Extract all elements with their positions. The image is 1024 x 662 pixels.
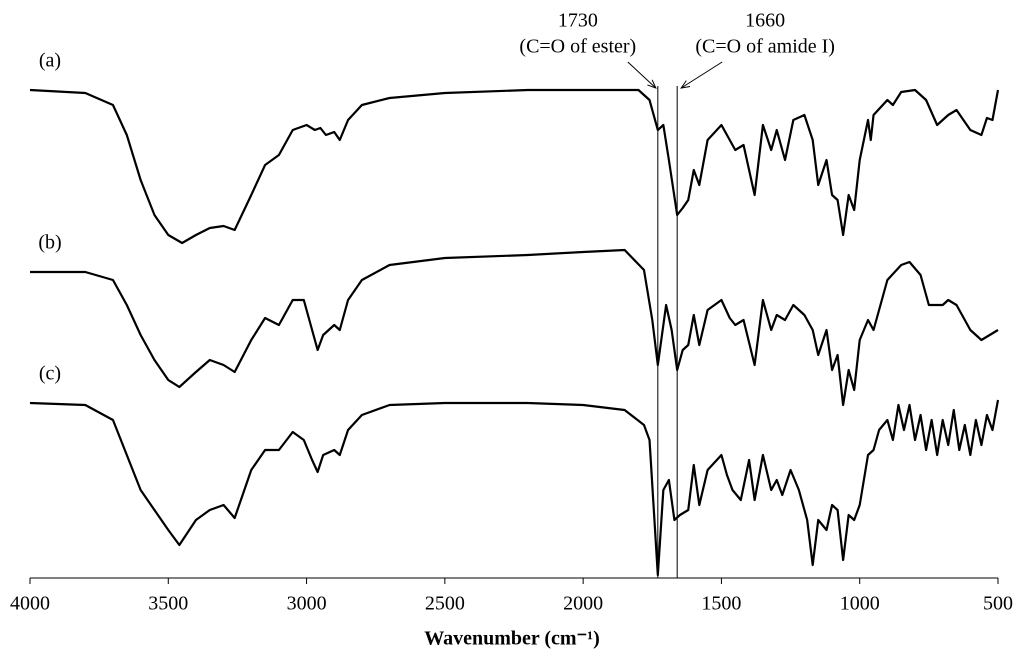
annotation-text: (C=O of amide I) xyxy=(695,36,835,58)
x-tick-label: 1000 xyxy=(840,593,880,615)
x-tick-label: 3500 xyxy=(148,593,188,615)
annotation-text: (C=O of ester) xyxy=(519,36,636,58)
annotation-label: 1660 xyxy=(745,10,785,32)
series-label: (b) xyxy=(38,232,61,254)
x-tick-label: 1500 xyxy=(701,593,741,615)
arrow-head xyxy=(680,80,691,89)
annotation-arrow xyxy=(627,61,657,89)
spectrum-line xyxy=(29,399,1000,577)
x-tick-label: 500 xyxy=(983,593,1013,615)
x-tick-label: 3000 xyxy=(287,593,327,615)
annotation-label: 1730 xyxy=(558,10,598,32)
x-tick-label: 4000 xyxy=(10,593,50,615)
series-label: (c) xyxy=(39,363,61,385)
spectrum-line xyxy=(30,248,999,407)
arrow-head xyxy=(647,79,657,89)
annotation-arrow xyxy=(680,61,723,89)
x-tick-label: 2500 xyxy=(425,593,465,615)
series-label: (a) xyxy=(39,50,61,72)
x-axis-label: Wavenumber (cm⁻¹) xyxy=(424,628,600,650)
x-tick-label: 2000 xyxy=(563,593,603,615)
spectrum-line xyxy=(29,88,1000,245)
